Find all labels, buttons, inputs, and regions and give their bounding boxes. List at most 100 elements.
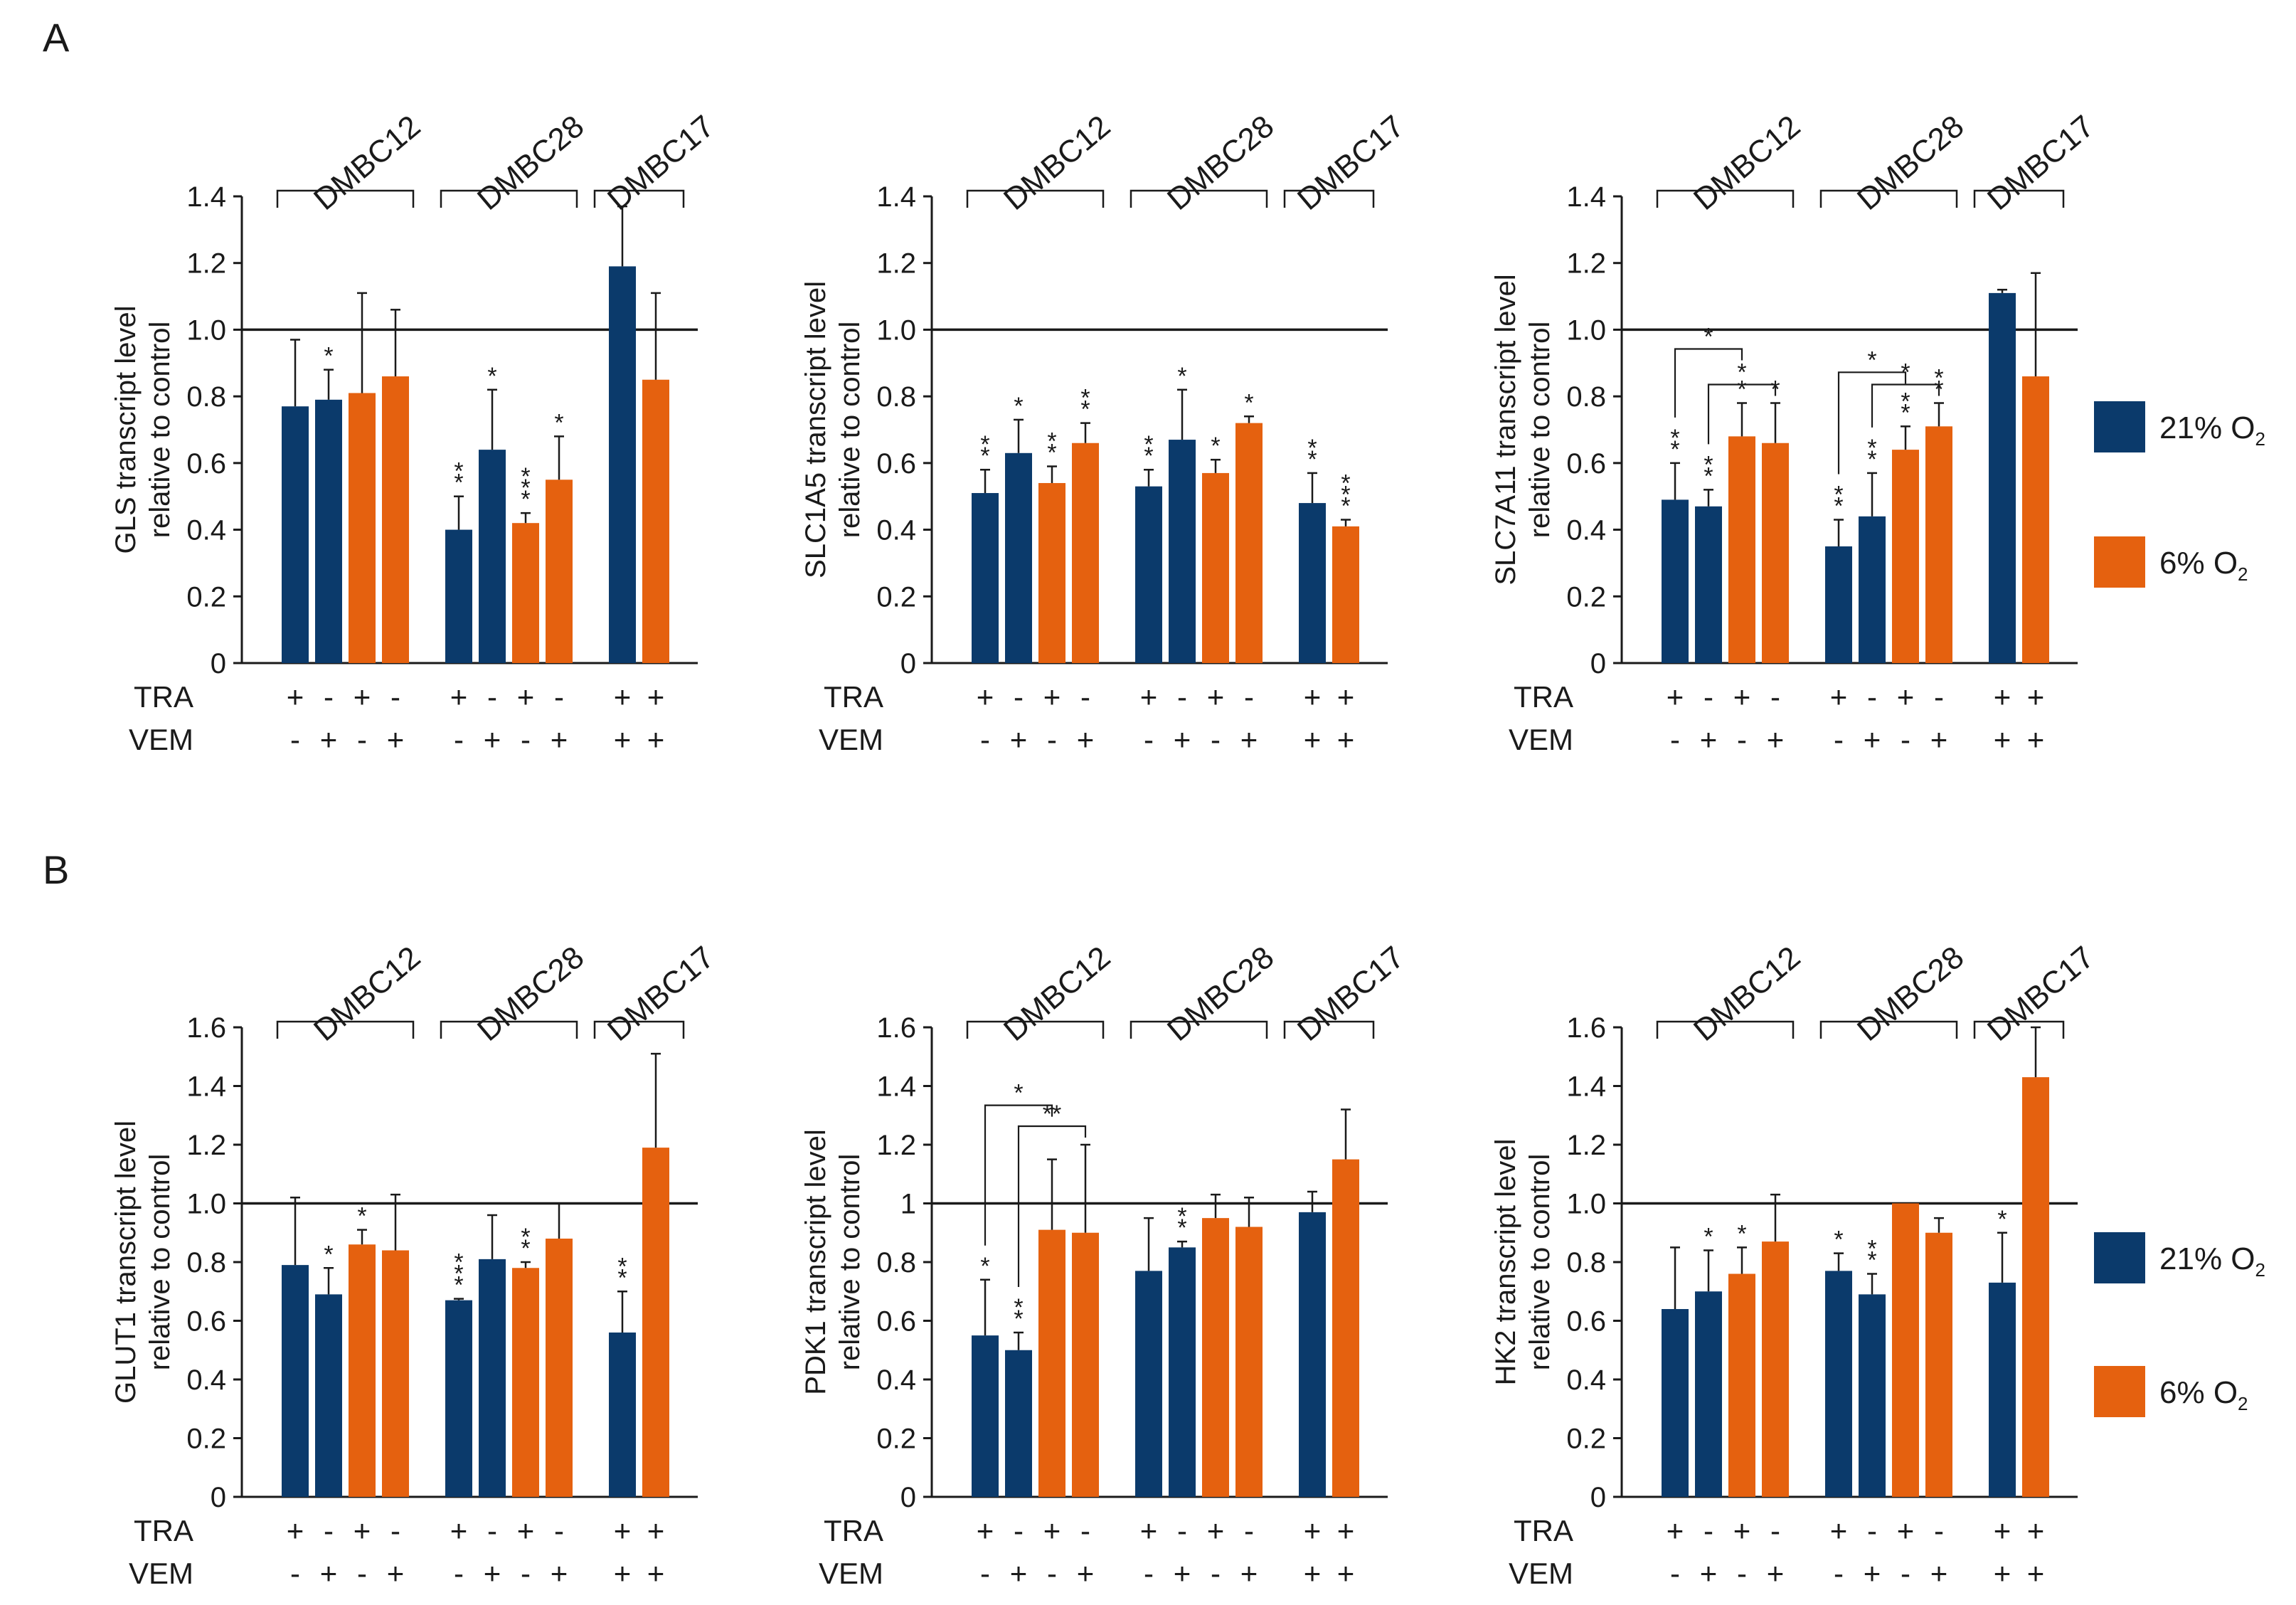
vem-sign: + [647,1557,665,1590]
vem-sign: + [1700,723,1718,756]
y-axis-label: SLC7A11 transcript level relative to cont… [1490,274,1556,585]
bar [382,376,409,663]
vem-sign: - [1737,1557,1747,1590]
tra-sign: - [1704,1514,1713,1547]
group-bracket [1819,1020,1958,1039]
vem-sign: + [1700,1557,1718,1590]
vem-sign: + [387,723,405,756]
group-label: DMBC28 [1161,109,1280,217]
significance-star: * [1014,393,1023,420]
vem-sign: + [484,723,501,756]
comparison-label: * [1901,359,1910,386]
y-tick-label: 1.6 [186,1012,226,1044]
group-label: DMBC28 [1851,109,1970,217]
bar [512,523,539,663]
bar [479,450,506,663]
vem-sign: + [387,1557,405,1590]
tra-sign: + [614,680,632,714]
y-tick-label: 0 [211,648,226,679]
y-tick-label: 1.6 [1566,1012,1606,1044]
vem-row-label: VEM [1509,1557,1573,1590]
y-tick-label: 0 [1590,1482,1606,1513]
y-tick-label: 0 [211,1482,226,1513]
significance-star: * [1144,443,1153,470]
tra-sign: + [1667,1514,1684,1547]
bar [1202,472,1229,663]
vem-sign: - [1144,723,1154,756]
tra-sign: + [287,1514,304,1547]
group-label: DMBC12 [1687,940,1807,1048]
vem-sign: - [1834,1557,1844,1590]
y-tick-label: 1.0 [1566,314,1606,346]
bar [445,529,472,663]
legend-swatch-6 [2094,1366,2145,1417]
vem-sign: + [647,723,665,756]
comparison-label: * [1704,324,1713,351]
vem-row-label: VEM [129,723,193,756]
vem-sign: - [454,1557,464,1590]
tra-sign: - [1177,1514,1187,1547]
y-tick-label: 1.2 [186,248,226,280]
y-tick-label: 0.4 [876,515,916,546]
group-label: DMBC28 [471,109,590,217]
comparison-bracket [1837,371,1907,475]
significance-star: * [617,1253,627,1280]
significance-star: * [1867,1236,1876,1263]
tra-sign: - [324,1514,334,1547]
bar [1235,1227,1263,1497]
tra-sign: - [1770,680,1780,714]
bar [1169,1247,1196,1497]
tra-sign: + [450,1514,468,1547]
comparison-label: ** [1043,1101,1061,1128]
tra-sign: + [1304,1514,1322,1547]
vem-sign: - [1670,1557,1680,1590]
significance-star: * [1737,376,1746,403]
bar [282,406,309,663]
vem-sign: - [1901,1557,1910,1590]
group-bracket [1130,189,1268,208]
tra-sign: + [1207,1514,1225,1547]
comparison-bracket [1707,383,1777,445]
significance-star: * [521,463,530,490]
significance-star: * [1341,493,1350,520]
bar [609,266,636,663]
bar [1762,1241,1789,1497]
tra-row-label: TRA [824,1514,883,1547]
significance-star: * [1704,451,1713,478]
vem-sign: - [1047,1557,1057,1590]
tra-sign: + [450,680,468,714]
legend-label-21: 21% O2 [2159,410,2265,450]
comparison-bracket [1674,348,1743,418]
tra-sign: + [517,1514,535,1547]
significance-star: * [1834,482,1843,509]
bar [1072,443,1099,663]
y-tick-label: 0 [1590,648,1606,679]
chart-3: 0 0.2 0.4 0.6 0.8 1.0 1.2 1.4 SLC7A11 transcript… [1490,109,2100,756]
y-tick-label: 0.2 [876,1424,916,1455]
significance-star: * [1144,431,1153,458]
bar [1925,426,1952,663]
vem-sign: - [1211,1557,1221,1590]
group-label: DMBC17 [1981,109,2100,217]
group-bracket [276,1020,415,1039]
significance-star: * [1704,1224,1713,1251]
bar [2022,1077,2049,1497]
y-tick-label: 0.2 [186,581,226,613]
tra-sign: + [1994,680,2011,714]
bar [315,399,342,663]
y-tick-label: 1.0 [186,314,226,346]
y-axis-label: GLUT1 transcript level relative to contro… [110,1121,176,1404]
chart-2: 0 0.2 0.4 0.6 0.8 1.0 1.2 1.4 SLC1A5 transcript … [800,109,1410,756]
tra-sign: + [517,680,535,714]
bar [2022,376,2049,663]
comparison-label: * [1737,359,1746,386]
group-label: DMBC12 [997,940,1117,1048]
bar [1332,526,1359,663]
tra-sign: + [287,680,304,714]
y-axis-label-line-2: relative to control [834,1154,866,1371]
comparison-bracket [984,1104,1053,1246]
tra-sign: + [1043,680,1061,714]
significance-star: * [454,1272,463,1299]
tra-sign: - [324,680,334,714]
